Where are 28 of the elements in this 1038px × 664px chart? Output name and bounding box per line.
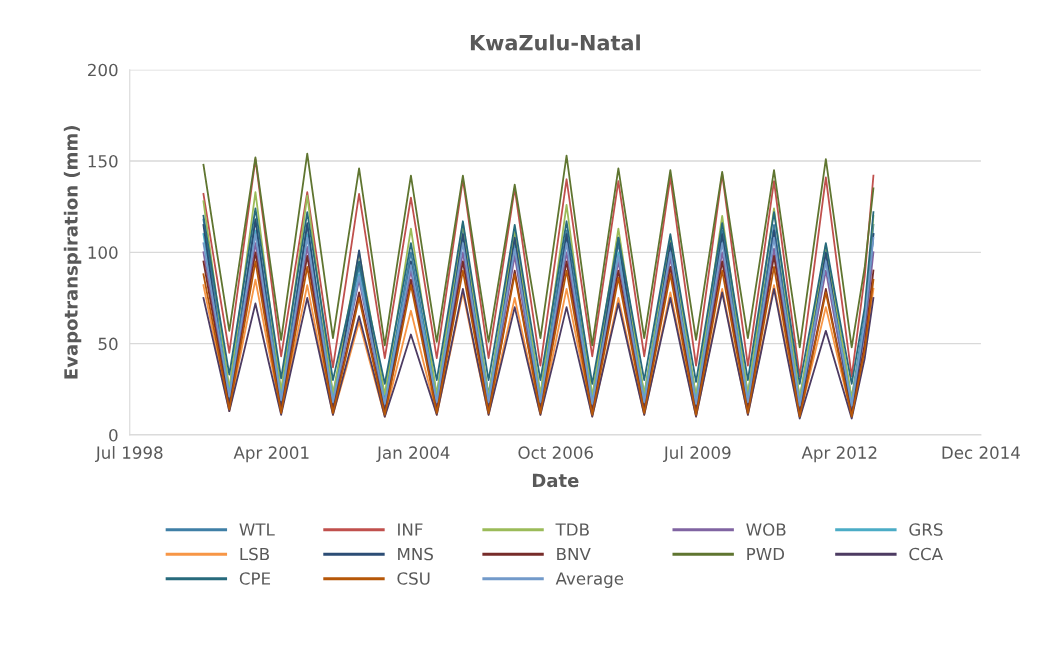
chart-title: KwaZulu-Natal: [470, 34, 640, 51]
y-tick-label: 150: [88, 154, 118, 168]
y-tick-label: 100: [88, 246, 118, 259]
x-tick-label: Apr 2012: [801, 446, 877, 463]
y-axis-title: Evapotranspiration (mm): [63, 126, 82, 379]
legend-label: WOB: [746, 523, 786, 536]
x-tick-label: Dec 2014: [942, 446, 1020, 459]
y-tick-label: 50: [98, 337, 118, 351]
legend-label: CPE: [239, 572, 271, 585]
x-tick-label: Jul 2009: [662, 446, 731, 463]
legend-label: TDB: [555, 523, 589, 536]
legend-label: PWD: [747, 547, 785, 561]
y-tick-label: 200: [88, 63, 118, 77]
legend-label: WTL: [239, 523, 275, 536]
legend-label: CCA: [909, 547, 943, 561]
x-tick-label: Apr 2001: [233, 446, 309, 463]
x-tick-label: Jul 1998: [94, 446, 163, 463]
x-tick-label: Oct 2006: [518, 446, 593, 459]
legend-label: LSB: [240, 547, 269, 561]
x-tick-label: Jan 2004: [376, 446, 450, 463]
x-axis-title: Date: [532, 473, 579, 488]
legend-label: INF: [398, 523, 423, 536]
y-tick-label: 0: [109, 428, 118, 442]
legend-label: CSU: [397, 572, 430, 585]
legend-label: BNV: [557, 547, 591, 561]
legend-label: MNS: [398, 547, 433, 561]
legend-label: GRS: [909, 523, 943, 536]
legend-label: Average: [555, 572, 624, 589]
